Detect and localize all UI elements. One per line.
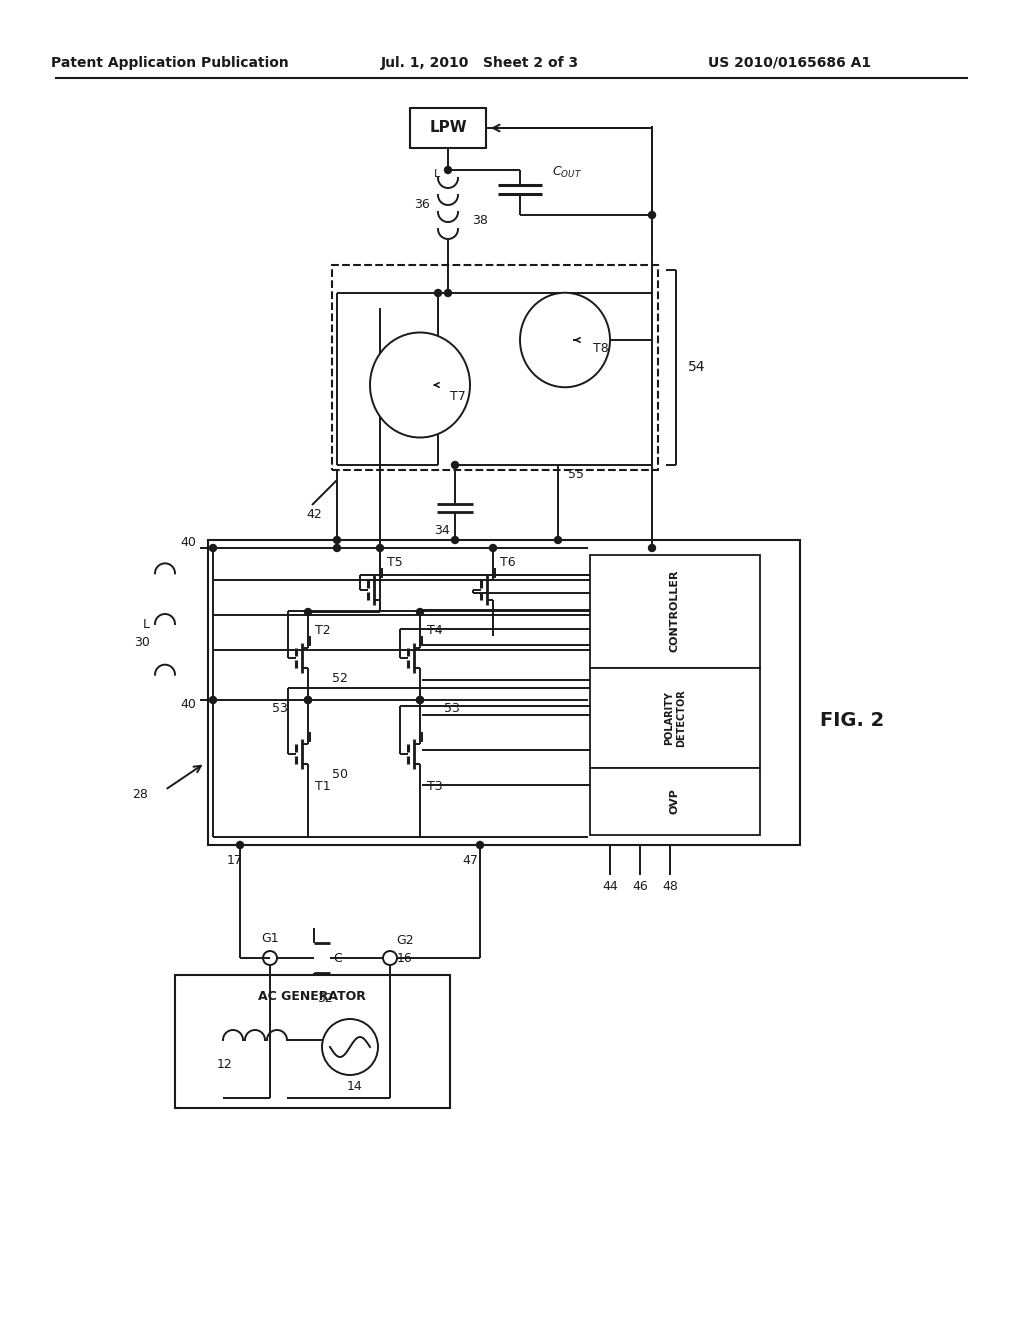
Text: 46: 46	[632, 880, 648, 894]
Circle shape	[210, 544, 216, 552]
Circle shape	[444, 289, 452, 297]
Text: T7: T7	[450, 391, 466, 404]
Circle shape	[417, 697, 424, 704]
Text: Jul. 1, 2010   Sheet 2 of 3: Jul. 1, 2010 Sheet 2 of 3	[381, 55, 579, 70]
Text: L: L	[143, 618, 150, 631]
Circle shape	[476, 842, 483, 849]
Text: 54: 54	[688, 360, 706, 374]
Circle shape	[452, 536, 459, 544]
Text: 47: 47	[462, 854, 478, 866]
Bar	[332, 265, 658, 470]
Circle shape	[322, 1019, 378, 1074]
Text: FIG. 2: FIG. 2	[820, 710, 885, 730]
Text: G1: G1	[261, 932, 279, 945]
Text: 48: 48	[663, 880, 678, 894]
Text: C: C	[334, 952, 342, 965]
Text: 53: 53	[272, 701, 288, 714]
Circle shape	[452, 462, 459, 469]
Circle shape	[334, 536, 341, 544]
Bar	[208, 540, 800, 845]
Bar	[175, 975, 450, 1107]
Text: 52: 52	[332, 672, 348, 685]
Circle shape	[377, 544, 384, 552]
Circle shape	[648, 544, 655, 552]
Text: 32: 32	[317, 991, 333, 1005]
Circle shape	[263, 950, 278, 965]
Circle shape	[210, 697, 216, 704]
Circle shape	[383, 950, 397, 965]
Text: T8: T8	[593, 342, 608, 355]
Text: POLARITY
DETECTOR: POLARITY DETECTOR	[665, 689, 686, 747]
Text: 30: 30	[134, 635, 150, 648]
Text: 14: 14	[347, 1081, 362, 1093]
Bar	[590, 554, 760, 668]
Text: 17: 17	[227, 854, 243, 866]
Text: L: L	[434, 169, 440, 180]
Text: 40: 40	[180, 698, 196, 711]
Text: 50: 50	[332, 767, 348, 780]
Circle shape	[489, 544, 497, 552]
Circle shape	[444, 166, 452, 173]
Bar	[410, 108, 486, 148]
Text: T6: T6	[500, 556, 516, 569]
Circle shape	[334, 544, 341, 552]
Text: CONTROLLER: CONTROLLER	[670, 570, 680, 652]
Text: 16: 16	[397, 952, 413, 965]
Circle shape	[417, 609, 424, 615]
Text: T5: T5	[387, 556, 402, 569]
Text: 55: 55	[568, 469, 584, 482]
Circle shape	[434, 289, 441, 297]
Circle shape	[648, 211, 655, 219]
Text: 38: 38	[472, 214, 488, 227]
Text: OVP: OVP	[670, 788, 680, 814]
Text: 36: 36	[415, 198, 430, 211]
Text: US 2010/0165686 A1: US 2010/0165686 A1	[709, 55, 871, 70]
Text: 44: 44	[602, 880, 617, 894]
Text: T4: T4	[427, 623, 442, 636]
Circle shape	[304, 609, 311, 615]
Bar	[590, 668, 760, 768]
Text: 53: 53	[444, 701, 460, 714]
Circle shape	[237, 842, 244, 849]
Circle shape	[417, 697, 424, 704]
Circle shape	[304, 697, 311, 704]
Ellipse shape	[370, 333, 470, 437]
Text: Patent Application Publication: Patent Application Publication	[51, 55, 289, 70]
Text: 40: 40	[180, 536, 196, 549]
Ellipse shape	[520, 293, 610, 387]
Text: $C_{OUT}$: $C_{OUT}$	[552, 165, 582, 180]
Text: 28: 28	[132, 788, 148, 801]
Bar	[590, 768, 760, 836]
Text: T1: T1	[315, 780, 331, 792]
Circle shape	[555, 536, 561, 544]
Text: 42: 42	[306, 508, 322, 521]
Text: T2: T2	[315, 623, 331, 636]
Text: 12: 12	[217, 1059, 232, 1072]
Text: T3: T3	[427, 780, 442, 792]
Text: AC GENERATOR: AC GENERATOR	[258, 990, 366, 1003]
Text: G2: G2	[396, 933, 414, 946]
Text: LPW: LPW	[429, 120, 467, 136]
Circle shape	[304, 697, 311, 704]
Text: 34: 34	[434, 524, 450, 536]
